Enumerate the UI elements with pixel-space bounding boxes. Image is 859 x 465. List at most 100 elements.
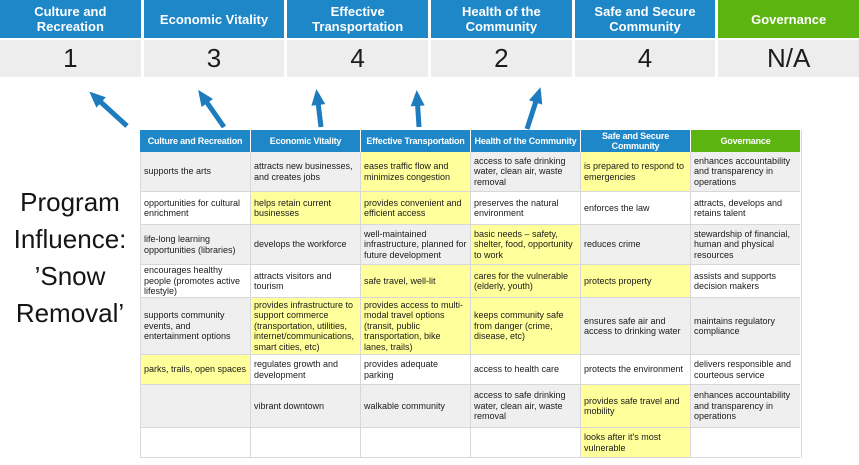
matrix-cell: life-long learning opportunities (librar…: [140, 225, 250, 265]
matrix-cell: walkable community: [360, 385, 470, 428]
matrix-cell: preserves the natural environment: [470, 192, 580, 225]
banner-category-label: Effective Transportation: [287, 0, 428, 38]
matrix-cell-text: attracts new businesses, and creates job…: [254, 161, 353, 182]
matrix-cell: provides safe travel and mobility: [580, 385, 690, 428]
matrix-header: Effective Transportation: [360, 130, 470, 152]
matrix-cell-text: maintains regulatory compliance: [694, 315, 776, 337]
matrix-cell: [690, 428, 800, 458]
matrix-cell-text: attracts, develops and retains talent: [694, 197, 783, 219]
matrix-header: Economic Vitality: [250, 130, 360, 152]
matrix-cell: access to safe drinking water, clean air…: [470, 385, 580, 428]
matrix-cell: provides infrastructure to support comme…: [250, 298, 360, 355]
banner-category-score: N/A: [718, 40, 859, 77]
matrix-header: Culture and Recreation: [140, 130, 250, 152]
matrix-cell: vibrant downtown: [250, 385, 360, 428]
matrix-cell: [250, 428, 360, 458]
matrix-cell: assists and supports decision makers: [690, 265, 800, 298]
matrix-cell-text: provides convenient and efficient access: [364, 197, 462, 219]
matrix-cell: stewardship of financial, human and phys…: [690, 225, 800, 265]
banner-category-score: 4: [574, 40, 716, 77]
up-arrow-icon: [198, 89, 227, 129]
matrix-cell: eases traffic flow and minimizes congest…: [360, 152, 470, 192]
banner-category-label: Health of the Community: [431, 0, 572, 38]
matrix-cell-text: attracts visitors and tourism: [254, 270, 332, 292]
matrix-cell-text: well-maintained infrastructure, planned …: [364, 228, 467, 260]
matrix-cell: provides adequate parking: [360, 355, 470, 385]
matrix-cell: attracts, develops and retains talent: [690, 192, 800, 225]
matrix-cell-text: cares for the vulnerable (elderly, youth…: [474, 270, 569, 292]
matrix-cell-text: provides adequate parking: [364, 359, 439, 380]
matrix-cell: maintains regulatory compliance: [690, 298, 800, 355]
program-influence-label: Program Influence: ’Snow Removal’: [0, 184, 140, 332]
matrix-cell-text: vibrant downtown: [254, 400, 325, 411]
matrix-cell: enhances accountability and transparency…: [690, 152, 800, 192]
score-banner: Culture and Recreation 1 Economic Vitality…: [0, 0, 859, 77]
matrix-cell: enhances accountability and transparency…: [690, 385, 800, 428]
banner-category-label: Safe and Secure Community: [574, 0, 716, 38]
arrows-layer: [89, 87, 543, 130]
matrix-cell: encourages healthy people (promotes acti…: [140, 265, 250, 298]
matrix-cell-text: supports the arts: [144, 166, 212, 177]
matrix-cell-text: access to safe drinking water, clean air…: [474, 390, 566, 422]
matrix-cell: keeps community safe from danger (crime,…: [470, 298, 580, 355]
matrix-cell: delivers responsible and courteous servi…: [690, 355, 800, 385]
matrix-cell: protects property: [580, 265, 690, 298]
banner-category: Culture and Recreation 1: [0, 0, 141, 77]
banner-category-label: Governance: [718, 0, 859, 38]
matrix-header: Health of the Community: [470, 130, 580, 152]
matrix-cell: [360, 428, 470, 458]
matrix-cell-text: protects property: [584, 275, 652, 286]
banner-category-label: Culture and Recreation: [0, 0, 141, 38]
matrix-cell: ensures safe air and access to drinking …: [580, 298, 690, 355]
banner-category-label: Economic Vitality: [143, 0, 285, 38]
matrix-cell: attracts visitors and tourism: [250, 265, 360, 298]
banner-category: Health of the Community 2: [431, 0, 572, 77]
up-arrow-icon: [410, 90, 425, 128]
matrix-cell: parks, trails, open spaces: [140, 355, 250, 385]
banner-category: Effective Transportation 4: [287, 0, 428, 77]
matrix-cell: develops the workforce: [250, 225, 360, 265]
matrix-cell-text: stewardship of financial, human and phys…: [694, 228, 791, 260]
matrix-cell-text: assists and supports decision makers: [694, 270, 777, 292]
program-influence-label-line: Program: [20, 187, 120, 217]
program-influence-label-line: Removal’: [15, 298, 125, 328]
matrix-cell-text: supports community events, and entertain…: [144, 310, 231, 342]
banner-category-score: 3: [143, 40, 285, 77]
matrix-cell: supports the arts: [140, 152, 250, 192]
matrix-cell-text: parks, trails, open spaces: [144, 364, 247, 375]
program-influence-label-line: Influence:: [13, 224, 127, 254]
matrix-cell: [140, 385, 250, 428]
matrix-cell: safe travel, well-lit: [360, 265, 470, 298]
matrix-cell-text: encourages healthy people (promotes acti…: [144, 265, 241, 297]
matrix-cell: regulates growth and development: [250, 355, 360, 385]
matrix-cell: access to safe drinking water, clean air…: [470, 152, 580, 192]
matrix-cell-text: enhances accountability and transparency…: [694, 155, 791, 187]
matrix-cell-text: basic needs – safety, shelter, food, opp…: [474, 228, 573, 260]
matrix-cell-text: helps retain current businesses: [254, 197, 332, 219]
matrix-cell-text: ensures safe air and access to drinking …: [584, 315, 681, 337]
matrix-cell: helps retain current businesses: [250, 192, 360, 225]
matrix-header: Safe and Secure Community: [580, 130, 690, 152]
banner-category-score: 1: [0, 40, 141, 77]
matrix-cell: supports community events, and entertain…: [140, 298, 250, 355]
matrix-cell-text: opportunities for cultural enrichment: [144, 197, 241, 219]
matrix-cell: opportunities for cultural enrichment: [140, 192, 250, 225]
matrix-cell-text: keeps community safe from danger (crime,…: [474, 310, 564, 342]
matrix-cell-text: enhances accountability and transparency…: [694, 390, 791, 422]
matrix-cell: provides convenient and efficient access: [360, 192, 470, 225]
matrix-cell-text: reduces crime: [584, 239, 641, 250]
matrix-cell-text: preserves the natural environment: [474, 197, 559, 219]
matrix-cell-text: eases traffic flow and minimizes congest…: [364, 161, 451, 182]
matrix-cell-text: walkable community: [364, 400, 446, 411]
banner-category: Economic Vitality 3: [143, 0, 285, 77]
matrix-cell: attracts new businesses, and creates job…: [250, 152, 360, 192]
matrix-cell-text: delivers responsible and courteous servi…: [694, 359, 792, 380]
matrix-cell-text: develops the workforce: [254, 239, 347, 250]
matrix-cell: well-maintained infrastructure, planned …: [360, 225, 470, 265]
matrix-cell-text: regulates growth and development: [254, 359, 339, 380]
matrix-cell: enforces the law: [580, 192, 690, 225]
matrix-cell: protects the environment: [580, 355, 690, 385]
matrix-cell-text: access to health care: [474, 364, 560, 375]
matrix-cell-text: safe travel, well-lit: [364, 275, 436, 286]
matrix-header: Governance: [690, 130, 800, 152]
